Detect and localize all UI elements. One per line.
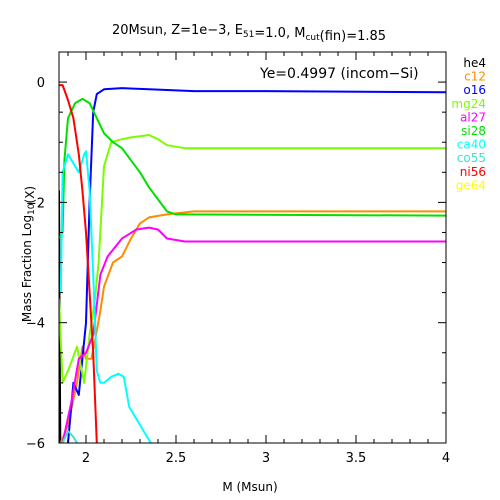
chart-title: 20Msun, Z=1e−3, E51=1.0, Mcut(fin)=1.85	[112, 23, 386, 44]
series-lines	[59, 84, 446, 443]
legend-item-si28: si28	[461, 124, 486, 138]
y-axis-label: Mass Fraction Log10(X)	[20, 186, 37, 322]
y-tick-label: −2	[26, 196, 45, 211]
chart-annotation: Ye=0.4997 (incom−Si)	[259, 66, 419, 82]
series-line-co55	[61, 430, 78, 443]
legend-item-ge64: ge64	[456, 178, 486, 192]
legend-item-al27: al27	[460, 110, 486, 124]
x-axis-label: M (Msun)	[222, 480, 277, 494]
legend-item-ca40: ca40	[457, 138, 486, 152]
y-tick-label: −4	[26, 317, 45, 332]
x-tick-label: 2	[82, 451, 90, 466]
legend-item-he4: he4	[463, 56, 486, 70]
series-line-ni56	[59, 84, 98, 443]
x-tick-label: 2.5	[166, 451, 187, 466]
legend-item-ni56: ni56	[460, 165, 486, 179]
series-line-o16	[67, 87, 446, 443]
series-line-mg24	[59, 134, 446, 384]
legend-item-co55: co55	[457, 151, 486, 165]
x-tick-label: 3.5	[346, 451, 367, 466]
x-tick-label: 4	[442, 451, 450, 466]
plot-frame	[58, 51, 447, 444]
x-tick-label: 3	[262, 451, 270, 466]
series-line-ca40	[59, 150, 152, 443]
legend-item-mg24: mg24	[451, 97, 486, 111]
plot-area: 2 2.5 3 3.5 4 0 −2 −4 −6	[26, 51, 450, 466]
series-line-si28	[59, 97, 446, 240]
legend-item-c12: c12	[464, 70, 486, 84]
series-line-al27	[61, 226, 446, 443]
series-line-c12	[59, 210, 446, 443]
legend-item-o16: o16	[463, 83, 486, 97]
y-tick-label: −6	[26, 437, 45, 452]
y-tick-label: 0	[37, 76, 45, 91]
